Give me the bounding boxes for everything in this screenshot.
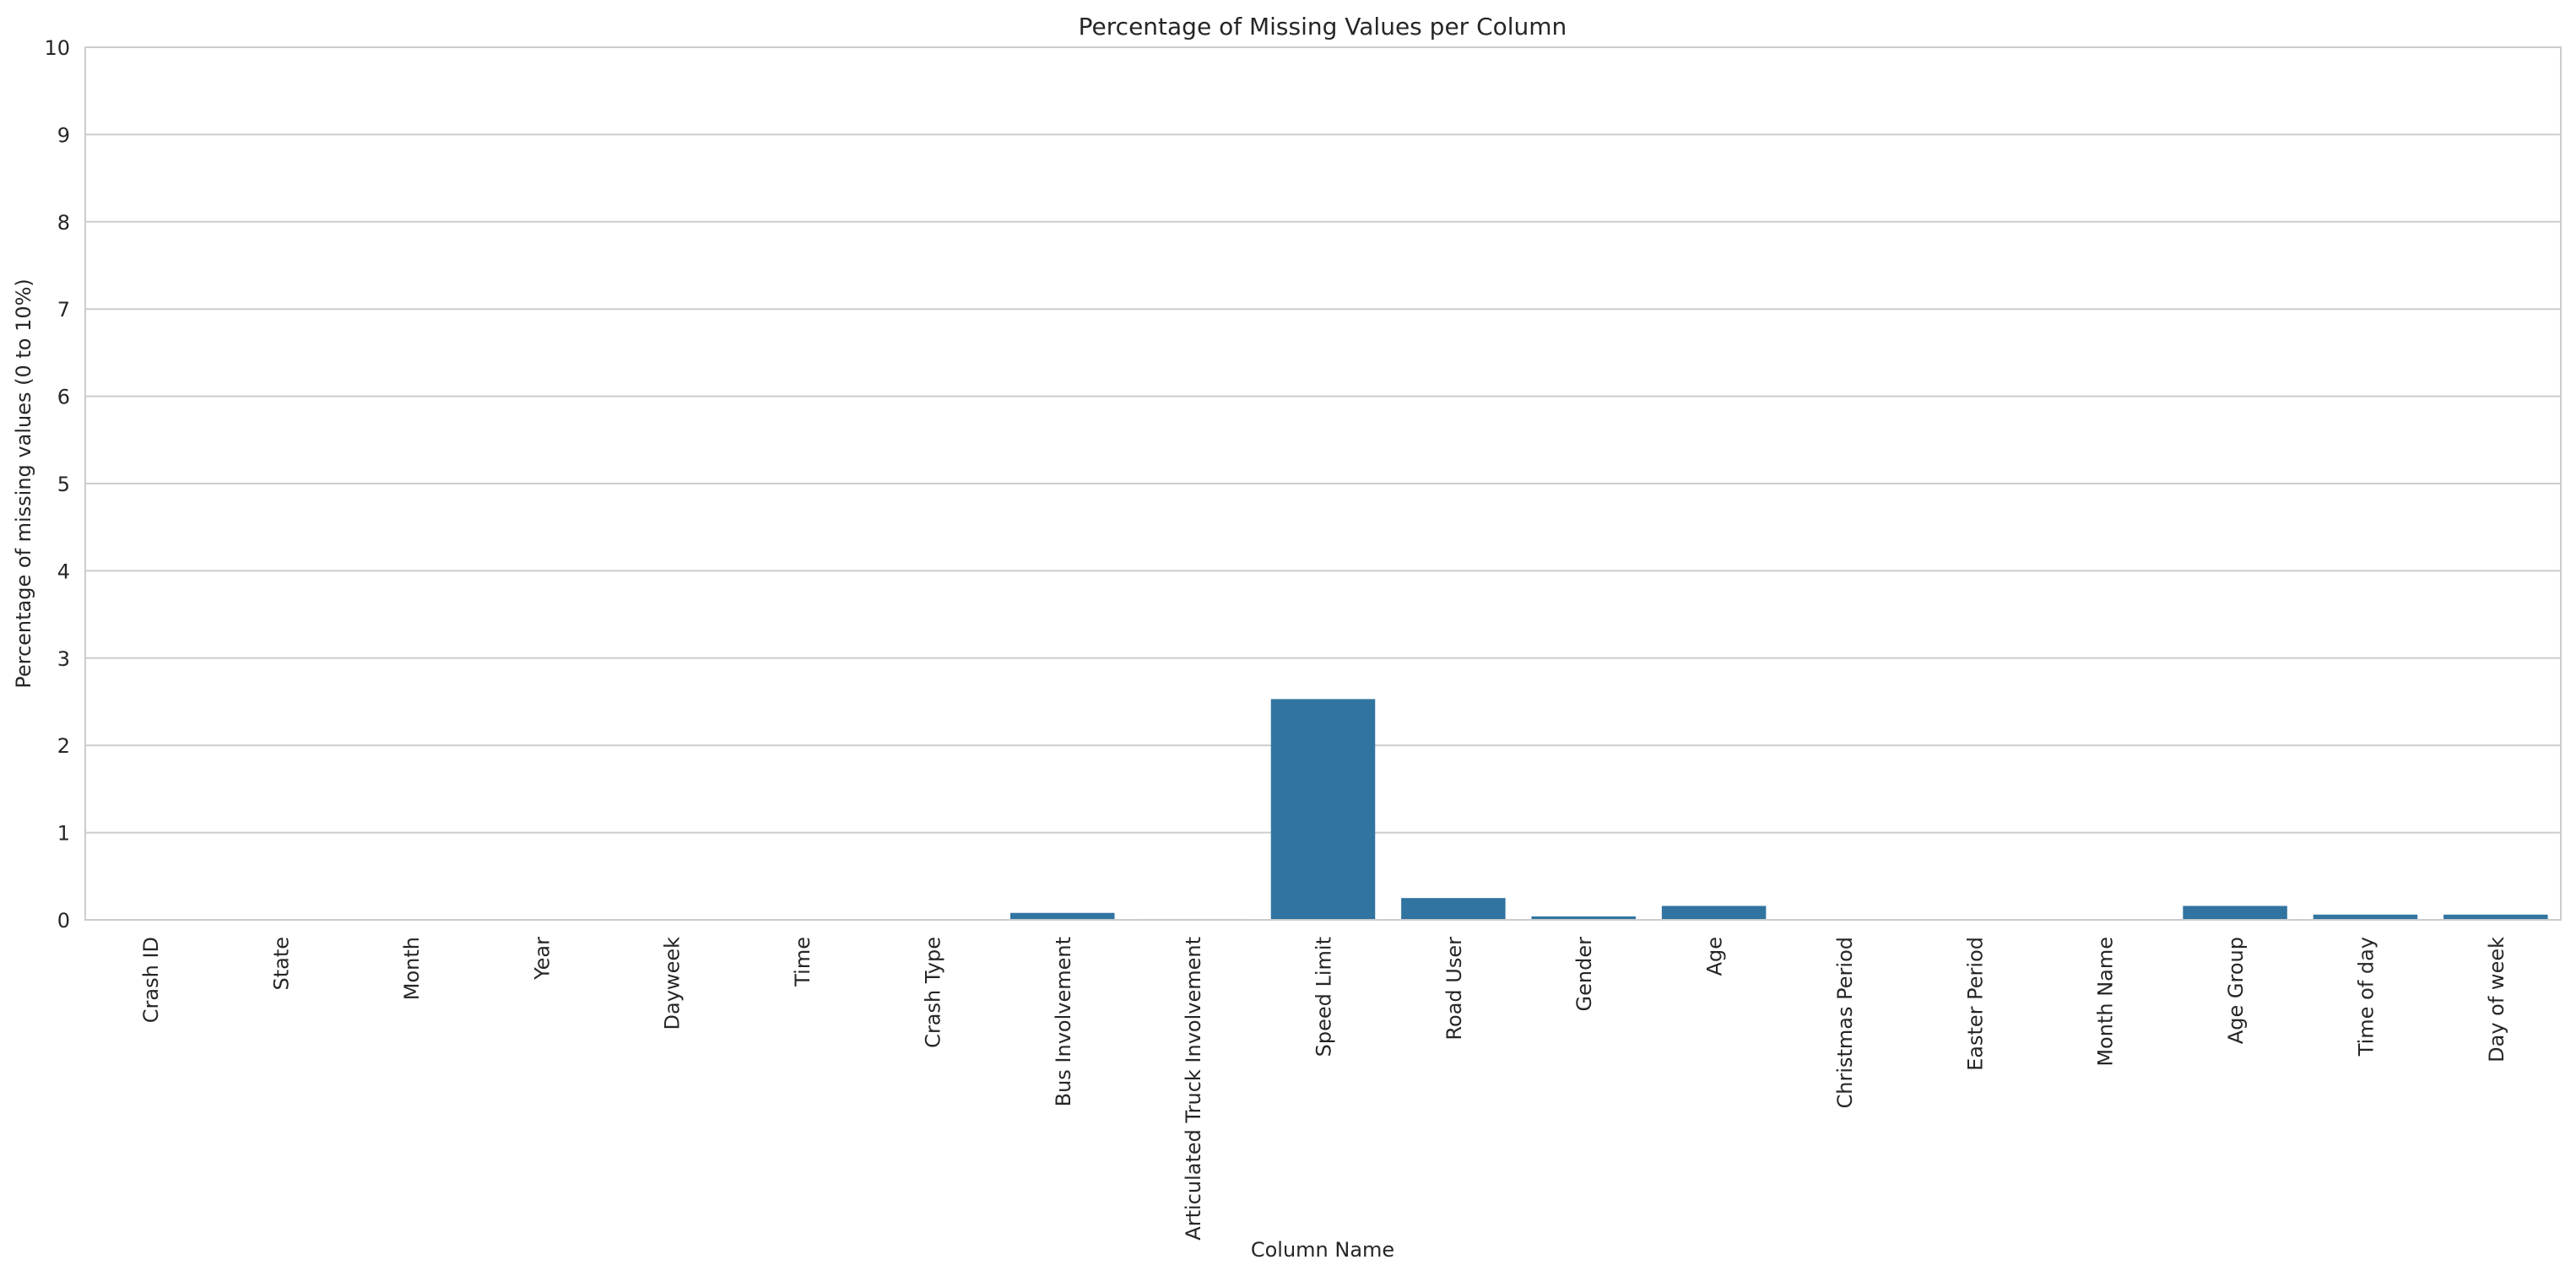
y-tick-label: 3 (57, 647, 70, 671)
x-tick-label: Gender (1572, 937, 1596, 1012)
bar (1010, 912, 1115, 920)
y-tick-label: 0 (57, 909, 70, 933)
x-tick-label: Time of day (2354, 937, 2378, 1057)
x-tick-label: State (270, 937, 294, 991)
x-tick-label: Crash Type (921, 937, 944, 1048)
x-tick-label: Dayweek (661, 937, 685, 1030)
x-tick-label: Speed Limit (1312, 937, 1336, 1057)
x-tick-label: Easter Period (1963, 937, 1987, 1071)
bar (1270, 699, 1376, 920)
bar (2183, 906, 2287, 920)
bar (1401, 898, 1506, 920)
x-tick-label: Year (530, 937, 554, 981)
plot-frame (84, 46, 2562, 921)
y-tick-label: 9 (57, 123, 70, 147)
x-tick-label: Time (791, 937, 814, 987)
x-tick-label: Articulated Truck Involvement (1182, 937, 1205, 1241)
x-tick-label: Day of week (2485, 937, 2508, 1062)
y-tick-label: 4 (57, 560, 70, 583)
bar (1661, 906, 1767, 920)
x-tick-label: Age Group (2224, 937, 2248, 1044)
x-tick-label: Road User (1442, 937, 1466, 1041)
x-tick-label: Bus Involvement (1052, 937, 1075, 1106)
bars (1010, 699, 2548, 920)
y-tick-labels: 0 1 2 3 4 5 6 7 8 9 10 (44, 36, 70, 933)
y-tick-label: 5 (57, 473, 70, 496)
x-tick-label: Month (400, 937, 424, 1000)
bar (2443, 914, 2548, 920)
x-tick-label: Christmas Period (1833, 937, 1857, 1108)
y-tick-label: 2 (57, 734, 70, 758)
y-tick-label: 6 (57, 386, 70, 409)
y-tick-label: 8 (57, 211, 70, 235)
x-axis-label: Column Name (1251, 1238, 1394, 1262)
y-tick-label: 1 (57, 822, 70, 846)
bar (2313, 914, 2418, 920)
x-tick-label: Age (1703, 937, 1727, 976)
bar (1531, 916, 1636, 920)
x-tick-label: Month Name (2094, 937, 2118, 1067)
x-tick-label: Crash ID (139, 937, 163, 1023)
y-axis-label: Percentage of missing values (0 to 10%) (12, 278, 35, 689)
y-tick-label: 10 (44, 36, 70, 60)
chart-title: Percentage of Missing Values per Column (1079, 13, 1567, 41)
x-tick-labels: Crash ID State Month Year Dayweek Time Crash T… (139, 937, 2508, 1241)
y-tick-label: 7 (57, 298, 70, 322)
